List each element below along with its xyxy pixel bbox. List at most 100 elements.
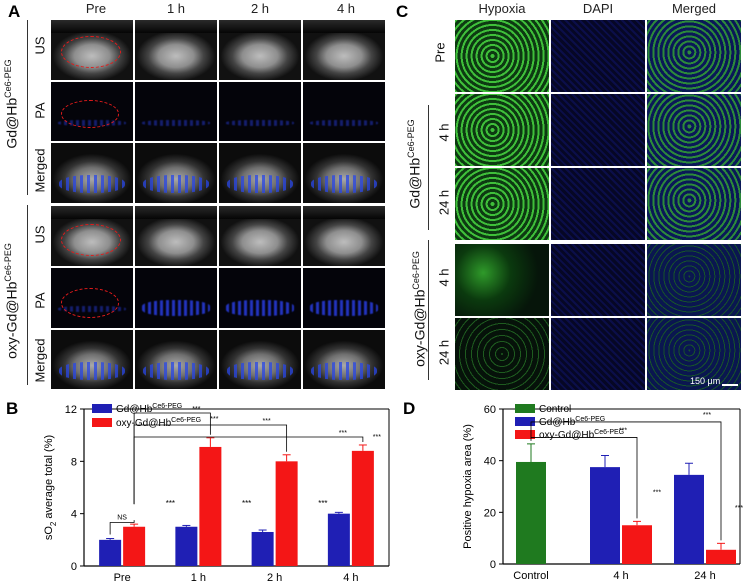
panel-a-row-us-1: US	[32, 36, 48, 55]
panel-a-row-us-2: US	[32, 225, 48, 244]
panel-a-row-merged-2: Merged	[32, 338, 48, 383]
y-tick-label: 0	[490, 559, 496, 571]
sig-bracket	[530, 437, 638, 519]
dapi-image-g1-4h	[551, 94, 645, 166]
merged-image-g1-24h	[647, 168, 741, 240]
panel-a-col-1h: 1 h	[166, 1, 186, 16]
legend-label: Control	[539, 404, 571, 415]
panel-a-col-4h: 4 h	[336, 1, 356, 16]
panel-c-label: C	[396, 2, 409, 21]
sig-label: ***	[166, 499, 175, 508]
hypoxia-image-g2-4h	[455, 244, 549, 316]
bar-oxy	[199, 446, 222, 566]
pa-image-g1-4h	[303, 82, 385, 141]
merged-image-g2-pre	[51, 330, 133, 389]
merged-image-g1-1h	[135, 143, 217, 203]
panel-a-group1-bracket	[27, 20, 28, 195]
legend-label: oxy-Gd@HbCe6-PEG	[539, 429, 624, 441]
dapi-image-g2-24h	[551, 318, 645, 390]
y-tick-label: 20	[484, 507, 496, 519]
merged-image-g2-24h	[647, 318, 741, 390]
scale-bar	[722, 384, 738, 386]
panel-c-group2-bracket	[428, 240, 429, 380]
sig-label: ***	[242, 499, 251, 508]
us-image-g1-1h	[135, 20, 217, 80]
pa-image-g2-2h	[219, 268, 301, 328]
us-image-g1-4h	[303, 20, 385, 80]
panel-a-row-pa-2: PA	[32, 292, 48, 309]
pa-image-g1-1h	[135, 82, 217, 141]
legend-swatch	[515, 404, 535, 413]
bar-gd	[99, 539, 122, 566]
panel-c-col-hypoxia: Hypoxia	[478, 1, 526, 16]
legend-swatch	[92, 404, 112, 413]
pa-image-g2-pre	[51, 268, 133, 328]
panel-a-row-merged-1: Merged	[32, 148, 48, 193]
roi-ellipse	[61, 224, 121, 256]
y-tick-label: 60	[484, 404, 496, 416]
panel-c-row-g2-24h: 24 h	[436, 339, 452, 366]
panel-a-group2-label: oxy-Gd@HbCe6-PEG	[3, 243, 20, 359]
sig-label: ***	[210, 416, 218, 423]
legend-swatch	[515, 430, 535, 439]
hypoxia-image-g1-4h	[455, 94, 549, 166]
legend-label: Gd@HbCe6-PEG	[116, 403, 182, 415]
chart-d: D 0 20 40 60 Positive hypoxia area (%) Contro…	[403, 399, 743, 582]
x-tick-label: 4 h	[613, 570, 628, 582]
sig-label: ***	[318, 499, 327, 508]
merged-image-g1-2h	[219, 143, 301, 203]
panel-a-group2-bracket	[27, 205, 28, 385]
us-image-g2-1h	[135, 206, 217, 266]
sig-label: ***	[263, 418, 271, 425]
legend-label: Gd@HbCe6-PEG	[539, 416, 605, 428]
y-axis-label: Positive hypoxia area (%)	[462, 424, 474, 549]
merged-image-g1-4h	[303, 143, 385, 203]
merged-image-g2-1h	[135, 330, 217, 389]
legend-swatch	[92, 418, 112, 427]
x-tick-label: 24 h	[694, 570, 715, 582]
us-image-g1-pre	[51, 20, 133, 80]
y-tick-label: 40	[484, 456, 496, 468]
dapi-image-g1-24h	[551, 168, 645, 240]
y-tick-label: 8	[71, 456, 77, 468]
hypoxia-image-pre	[455, 20, 549, 92]
sig-label: ***	[653, 489, 661, 496]
x-tick-label: 1 h	[191, 572, 206, 584]
panel-c-row-g1-24h: 24 h	[436, 189, 452, 216]
panel-c-row-pre: Pre	[432, 42, 448, 63]
panel-d-label: D	[403, 399, 415, 418]
scale-bar-label: 150 μm	[690, 376, 721, 386]
x-tick-label: Control	[513, 570, 548, 582]
panel-a-label: A	[8, 2, 21, 21]
panel-a-col-pre: Pre	[85, 1, 107, 16]
dapi-image-pre	[551, 20, 645, 92]
bar	[622, 525, 652, 564]
sig-label: ***	[339, 430, 347, 437]
sig-label: ***	[192, 406, 200, 413]
panel-a-row-pa-1: PA	[32, 102, 48, 119]
pa-image-g1-2h	[219, 82, 301, 141]
roi-ellipse	[61, 36, 121, 68]
y-tick-label: 0	[71, 561, 77, 573]
bar-oxy	[275, 461, 298, 566]
us-image-g2-pre	[51, 206, 133, 266]
y-axis-label: sO2 average total (%)	[43, 435, 58, 540]
us-image-g1-2h	[219, 20, 301, 80]
bar-oxy	[351, 450, 374, 566]
sig-label: ***	[703, 412, 711, 419]
sig-label: ***	[619, 427, 627, 434]
roi-ellipse	[61, 288, 119, 318]
panel-c-group1-bracket	[428, 105, 429, 230]
panel-c-row-g2-4h: 4 h	[436, 268, 452, 287]
sig-bracket	[530, 421, 722, 541]
panel-b-label: B	[6, 399, 18, 418]
merged-image-pre	[647, 20, 741, 92]
y-tick-label: 4	[71, 509, 77, 521]
legend-label: oxy-Gd@HbCe6-PEG	[116, 417, 201, 429]
hypoxia-image-g2-24h	[455, 318, 549, 390]
merged-image-g1-pre	[51, 143, 133, 203]
y-tick-label: 12	[65, 404, 77, 416]
x-tick-label: 4 h	[343, 572, 358, 584]
bar-oxy	[123, 526, 146, 566]
pa-image-g1-pre	[51, 82, 133, 141]
